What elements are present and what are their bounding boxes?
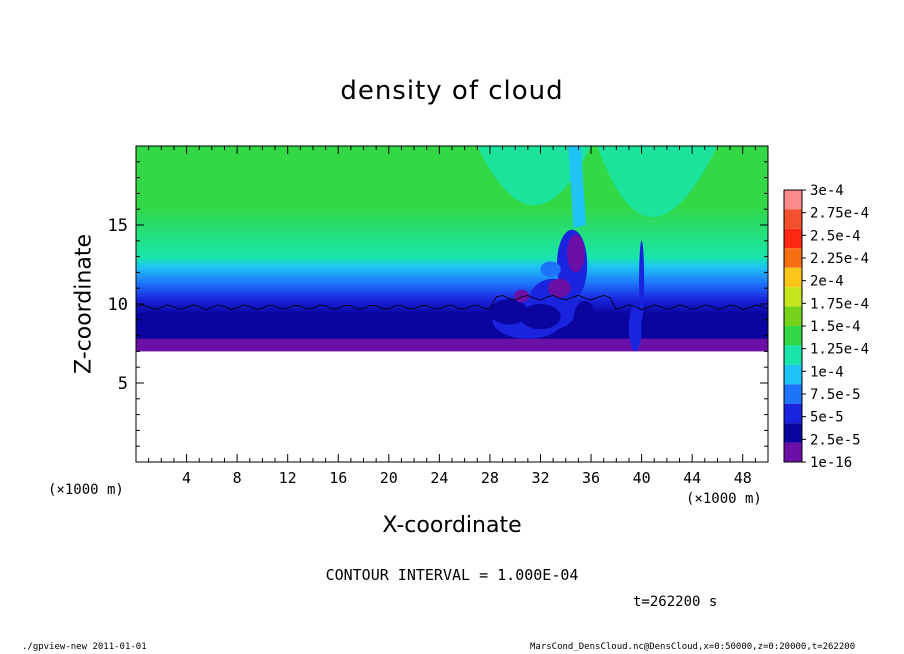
colorbar-label: 3e-4	[810, 183, 844, 199]
colorbar-swatch	[784, 442, 802, 462]
plume-blob	[540, 261, 561, 278]
x-tick-label: 16	[329, 469, 347, 487]
funnel-left	[477, 146, 592, 206]
plot-frame	[135, 145, 769, 463]
colorbar-swatch	[784, 345, 802, 365]
plume-blob	[489, 299, 528, 325]
colorbar-label: 2.5e-5	[810, 432, 861, 448]
plume-blob	[556, 229, 588, 300]
x-tick-label: 8	[233, 469, 242, 487]
x-tick-label: 12	[279, 469, 297, 487]
y-tick-label: 5	[118, 374, 128, 394]
colorbar-swatch	[784, 326, 802, 346]
colorbar-swatch	[784, 384, 802, 404]
time-label: t=262200 s	[633, 594, 718, 610]
colorbar-swatch	[784, 306, 802, 326]
plot-area	[136, 146, 768, 352]
colorbar-swatch	[784, 209, 802, 229]
cloud-layer	[136, 146, 768, 349]
colorbar-swatch	[784, 364, 802, 385]
y-tick-label: 15	[108, 216, 128, 236]
colorbar-frame	[783, 189, 803, 463]
colorbar-swatch	[784, 423, 802, 443]
colorbar-swatch	[784, 287, 802, 307]
plume-blob	[628, 304, 642, 352]
contour-interval-label: CONTOUR INTERVAL = 1.000E-04	[325, 566, 579, 584]
colorbar-swatch	[784, 248, 802, 268]
footer-data-source: MarsCond_DensCloud.nc@DensCloud,x=0:5000…	[530, 642, 856, 652]
plume-blob	[548, 278, 571, 298]
x-tick-label: 24	[430, 469, 448, 487]
x-axis-label: X-coordinate	[382, 513, 522, 538]
colorbar-swatch	[784, 403, 802, 424]
colorbar-label: 2.5e-4	[810, 228, 861, 244]
colorbar: 3e-4 2.75e-4 2.5e-4 2.25e-4 2e-4 1.75e-4 1.5e-…	[783, 183, 869, 471]
colorbar-label: 7.5e-5	[810, 387, 861, 403]
colorbar-label: 5e-5	[810, 410, 844, 426]
plume-blob	[639, 240, 645, 320]
contour-line	[136, 294, 768, 311]
chart-title: density of cloud	[340, 76, 564, 106]
plume-blob	[567, 234, 585, 273]
cloud-base-band	[136, 338, 768, 352]
plume-blob	[527, 278, 579, 330]
plume-column	[568, 146, 586, 229]
colorbar-swatch	[784, 228, 802, 249]
x-tick-label: 36	[582, 469, 600, 487]
colorbar-label: 1.5e-4	[810, 319, 861, 335]
plume-blob	[492, 300, 564, 339]
x-axis-unit-left: (×1000 m)	[48, 482, 124, 498]
funnel-right	[597, 146, 718, 218]
plume-blob	[573, 300, 597, 339]
x-tick-label: 28	[481, 469, 499, 487]
colorbar-label: 1.25e-4	[810, 342, 869, 358]
colorbar-label: 2.75e-4	[810, 206, 869, 222]
x-tick-label: 40	[633, 469, 651, 487]
colorbar-label: 1.75e-4	[810, 296, 869, 312]
plume-blob	[520, 304, 561, 330]
x-axis-unit-right: (×1000 m)	[686, 491, 762, 507]
x-tick-label: 20	[380, 469, 398, 487]
footer-program-date: ./gpview-new 2011-01-01	[22, 642, 147, 652]
colorbar-swatch	[784, 190, 802, 210]
plume-blob	[513, 289, 530, 303]
colorbar-label: 2e-4	[810, 274, 844, 290]
colorbar-label: 1e-4	[810, 364, 844, 380]
colorbar-label: 1e-16	[810, 455, 852, 471]
x-tick-label: 48	[734, 469, 752, 487]
x-tick-label: 44	[683, 469, 701, 487]
x-tick-label: 4	[182, 469, 191, 487]
y-axis-label: Z-coordinate	[71, 234, 97, 374]
colorbar-swatch	[784, 267, 802, 288]
y-tick-label: 10	[108, 295, 128, 315]
colorbar-label: 2.25e-4	[810, 251, 869, 267]
x-tick-label: 32	[531, 469, 549, 487]
